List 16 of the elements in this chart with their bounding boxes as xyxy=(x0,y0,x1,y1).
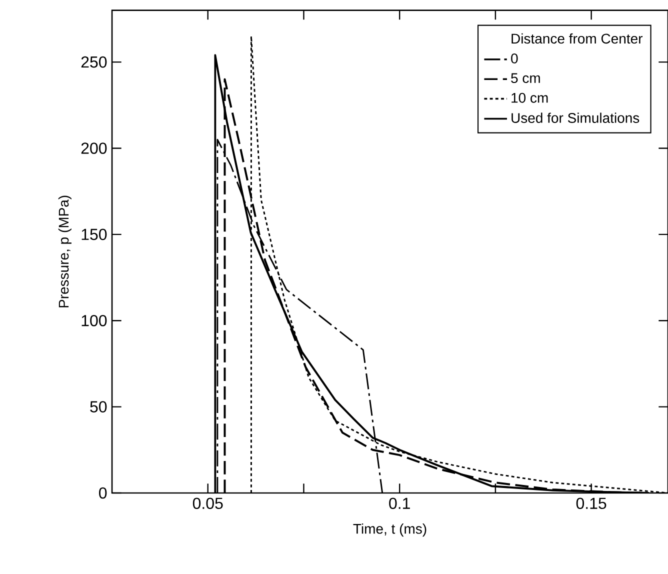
y-tick-label: 50 xyxy=(90,401,107,412)
x-tick-label: 0.05 xyxy=(192,498,223,510)
y-axis-title: Pressure, p (MPa) xyxy=(58,196,72,308)
legend-label: 5 cm xyxy=(511,73,540,84)
y-tick-label: 150 xyxy=(82,228,107,240)
y-tick-label: 200 xyxy=(81,142,107,154)
x-tick-label: 0.15 xyxy=(576,498,606,510)
y-tick-label: 100 xyxy=(82,314,107,326)
x-axis-title: Time, t (ms) xyxy=(353,524,426,537)
y-tick-label: 250 xyxy=(81,56,107,68)
legend-label: 0 xyxy=(511,53,518,64)
legend-label: Used for Simulations xyxy=(512,112,640,123)
x-tick-label: 0.1 xyxy=(389,498,410,510)
legend-title: Distance from Center xyxy=(512,33,643,44)
legend-label: 10 cm xyxy=(512,92,548,103)
y-tick-label: 0 xyxy=(99,487,107,499)
